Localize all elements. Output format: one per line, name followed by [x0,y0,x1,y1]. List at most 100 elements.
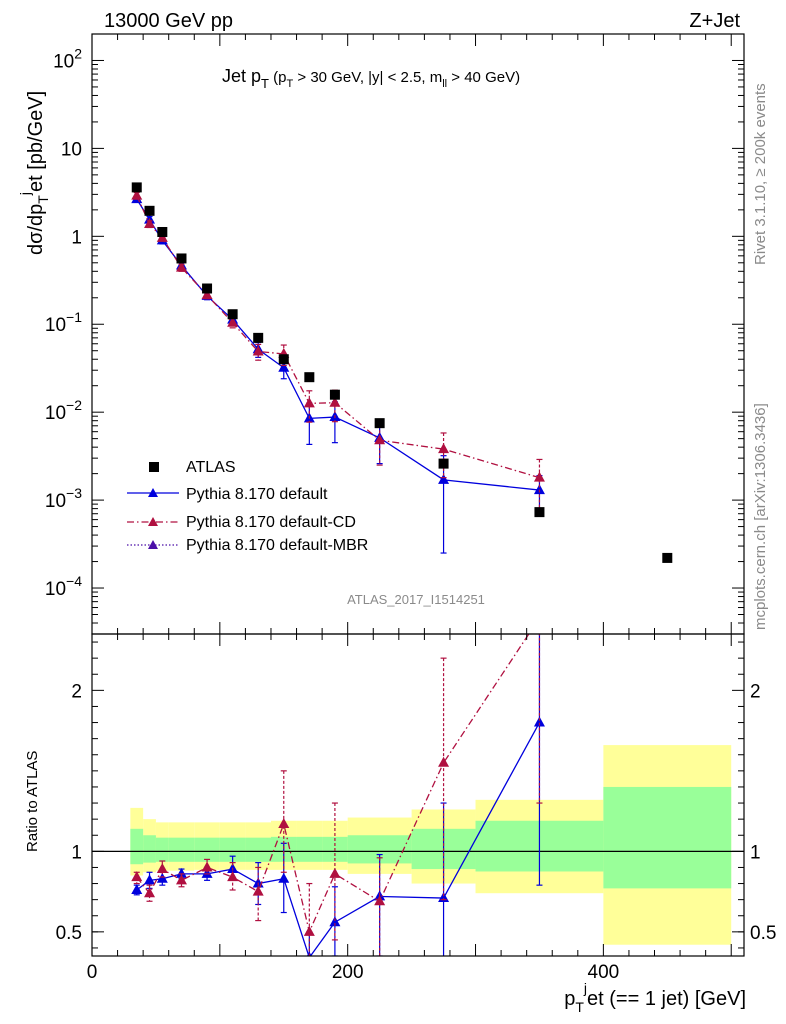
ratio-cd-marker [131,871,143,882]
x-tick-label: 400 [588,962,620,983]
ratio-stat-uncertainty-band [296,836,323,862]
legend-label-default: Pythia 8.170 default [186,486,328,503]
main-default-line [136,198,540,491]
main-atlas-marker [131,182,142,193]
energy-label: 13000 GeV pp [104,10,233,32]
ratio-cd-marker [175,874,187,885]
main-atlas-marker [438,458,449,469]
main-y-tick-label: 10−4 [45,573,82,600]
ratio-stat-uncertainty-band [143,835,156,863]
main-cd-marker [374,434,386,445]
ratio-default-marker [175,867,187,878]
ratio-y-tick-label-right: 1 [750,842,761,863]
ratio-default-marker [131,883,143,894]
main-y-tick-label: 10−3 [45,485,82,512]
ratio-default-marker [156,872,168,883]
main-cd-marker [201,289,213,300]
main-atlas-marker [253,332,264,343]
legend-marker-atlas [149,462,159,472]
ratio-stat-uncertainty-band [155,837,169,862]
analysis-watermark: ATLAS_2017_I1514251 [347,592,485,607]
ratio-stat-uncertainty-band [603,786,732,889]
ratio-y-tick-label: 2 [71,681,82,702]
ratio-default-marker [278,872,290,883]
ratio-stat-uncertainty-band [245,837,271,862]
main-cd-marker [175,261,187,272]
ratio-cd-marker [438,756,450,767]
ratio-cd-marker [201,861,213,872]
x-tick-label: 0 [87,962,98,983]
legend: ATLAS Pythia 8.170 default Pythia 8.170 … [127,459,368,554]
main-y-tick-label: 1 [71,227,82,248]
ratio-default-marker [201,867,213,878]
main-y-tick-label: 10−1 [45,309,82,336]
ratio-cd-marker [144,887,156,898]
ratio-default-marker [144,874,156,885]
main-atlas-marker [157,226,168,237]
ratio-cd-marker [278,817,290,828]
x-tick-label: 200 [332,962,364,983]
main-atlas-marker [534,507,545,518]
main-atlas-marker [202,283,213,294]
main-cd-marker [329,396,341,407]
legend-marker-cd [148,517,158,526]
main-cd-marker [533,471,545,482]
legend-label-cd: Pythia 8.170 default-CD [186,514,356,531]
main-atlas-marker [374,418,385,429]
ratio-y-axis: 0.5 0.5 1 1 2 2 [56,641,776,949]
ratio-stat-uncertainty-band [130,828,144,865]
ratio-data-layer [131,612,545,956]
main-y-axis: 10−4 10−3 10−2 10−1 1 10 102 [45,33,744,635]
main-atlas-marker [176,253,187,264]
ratio-default-marker [329,916,341,927]
ratio-plot-panel: 0.5 0.5 1 1 2 2 0 200 400 Ratio to ATLAS pTjet … [24,612,776,1015]
ratio-frame [91,633,745,957]
main-y-tick-label: 10 [61,139,82,160]
main-atlas-marker [278,354,289,365]
main-plot-title: Jet pT (pT > 30 GeV, |y| < 2.5, mll > 40… [222,66,520,91]
main-default-marker [438,473,450,484]
ratio-cd-marker [534,612,545,622]
main-x-axis [91,34,732,634]
ratio-stat-uncertainty-band [168,837,195,862]
main-plot-panel: 10−4 10−3 10−2 10−1 1 10 102 Jet pT (pT > 30 G… [17,33,745,635]
main-cd-line [136,195,540,479]
main-cd-marker [252,345,264,356]
ratio-uncertainty-bands [130,745,732,945]
main-atlas-marker [144,205,155,216]
ratio-default-marker [533,716,545,727]
main-y-axis-title: dσ/dpTjet [pb/GeV] [17,91,51,255]
ratio-y-tick-label: 0.5 [56,923,82,944]
ratio-cd-marker [227,871,239,882]
legend-label-atlas: ATLAS [186,459,236,476]
ratio-cd-marker [303,925,315,936]
main-atlas-marker [227,309,238,320]
main-atlas-marker [304,372,315,383]
ratio-cd-marker [329,867,341,878]
main-y-tick-label: 10−2 [45,397,82,424]
process-label: Z+Jet [689,10,740,32]
main-cd-marker [144,218,156,229]
ratio-x-axis: 0 200 400 [87,634,732,983]
main-cd-marker [131,189,143,200]
legend-marker-default [148,488,158,497]
main-default-marker [278,361,290,372]
main-atlas-marker [329,389,340,400]
ratio-y-tick-label-right: 0.5 [750,923,776,944]
legend-marker-mbr [148,540,158,549]
ratio-y-tick-label: 1 [71,842,82,863]
ratio-y-axis-title: Ratio to ATLAS [24,751,41,852]
main-cd-marker [438,443,450,454]
mcplots-label: mcplots.cern.ch [arXiv:1306.3436] [752,403,769,630]
ratio-cd-marker [156,863,168,874]
main-default-marker [533,484,545,495]
main-y-tick-label: 102 [53,45,82,72]
x-axis-title: pTjet (== 1 jet) [GeV] [564,980,746,1015]
main-data-layer [131,182,673,563]
ratio-stat-uncertainty-band [194,837,220,862]
main-cd-marker [227,316,239,327]
main-atlas-marker [662,552,673,563]
main-cd-marker [303,397,315,408]
ratio-cd-marker [252,885,264,896]
